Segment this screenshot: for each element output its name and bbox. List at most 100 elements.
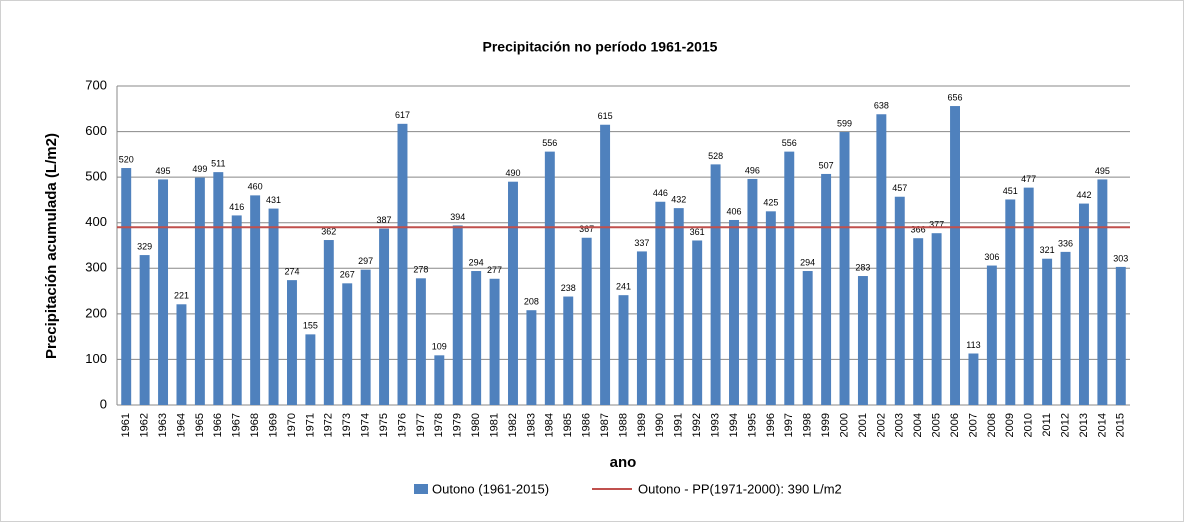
- data-label: 277: [487, 265, 502, 275]
- data-label: 556: [782, 138, 797, 148]
- data-label: 477: [1021, 174, 1036, 184]
- legend-label: Outono - PP(1971-2000): 390 L/m2: [638, 481, 842, 496]
- data-label: 496: [745, 165, 760, 175]
- data-label: 329: [137, 241, 152, 251]
- x-tick-label: 2008: [986, 413, 998, 437]
- data-label: 656: [948, 92, 963, 102]
- bar: [231, 215, 242, 405]
- bar: [765, 211, 776, 405]
- bar: [950, 106, 961, 406]
- x-tick-label: 1986: [581, 413, 593, 437]
- bar: [286, 280, 297, 405]
- y-tick-label: 300: [85, 260, 107, 275]
- x-tick-label: 2006: [949, 413, 961, 437]
- bar: [268, 208, 279, 405]
- bar: [176, 304, 187, 405]
- bar: [139, 255, 150, 405]
- x-tick-label: 1998: [802, 413, 814, 437]
- bar: [857, 276, 868, 405]
- data-label: 490: [505, 168, 520, 178]
- x-tick-label: 1978: [433, 413, 445, 437]
- x-tick-label: 2012: [1059, 413, 1071, 437]
- y-tick-label: 500: [85, 169, 107, 184]
- data-label: 241: [616, 282, 631, 292]
- data-label: 615: [598, 111, 613, 121]
- x-tick-label: 1981: [488, 413, 500, 437]
- bar: [526, 310, 537, 405]
- bar: [913, 238, 924, 405]
- x-tick-label: 1997: [783, 413, 795, 437]
- data-label: 278: [413, 265, 428, 275]
- data-label: 387: [377, 215, 392, 225]
- x-tick-label: 1995: [746, 413, 758, 437]
- legend: Outono (1961-2015) Outono - PP(1971-2000…: [414, 481, 842, 496]
- bar: [692, 240, 703, 405]
- bar: [839, 132, 850, 405]
- legend-label: Outono (1961-2015): [432, 481, 549, 496]
- data-label: 221: [174, 291, 189, 301]
- bar: [213, 172, 224, 405]
- bar: [821, 173, 832, 405]
- data-label: 406: [726, 206, 741, 216]
- bar: [1078, 203, 1089, 405]
- bar: [434, 355, 445, 405]
- data-label: 208: [524, 297, 539, 307]
- legend-swatch: [414, 484, 428, 494]
- x-tick-label: 2011: [1041, 413, 1053, 437]
- x-tick-label: 2002: [875, 413, 887, 437]
- x-tick-label: 1980: [470, 413, 482, 437]
- data-label: 274: [284, 267, 299, 277]
- x-tick-label: 1964: [175, 413, 187, 437]
- bar: [618, 295, 629, 405]
- data-label: 361: [690, 227, 705, 237]
- y-axis-label: Precipitación acumulada (L/m2): [43, 133, 60, 359]
- bar: [1005, 199, 1016, 405]
- data-label: 495: [156, 166, 171, 176]
- x-tick-label: 1965: [194, 413, 206, 437]
- x-tick-label: 1971: [304, 413, 316, 437]
- y-tick-label: 200: [85, 305, 107, 320]
- data-label: 283: [855, 262, 870, 272]
- bar: [968, 353, 979, 405]
- x-tick-label: 1977: [415, 413, 427, 437]
- bar: [876, 114, 887, 406]
- x-tick-label: 1970: [286, 413, 298, 437]
- bar: [158, 179, 169, 405]
- x-tick-label: 1988: [617, 413, 629, 437]
- bar: [194, 177, 205, 405]
- y-tick-label: 600: [85, 123, 107, 138]
- y-tick-label: 100: [85, 351, 107, 366]
- x-tick-label: 1963: [157, 413, 169, 437]
- bar: [250, 195, 261, 405]
- chart-title: Precipitación no período 1961-2015: [483, 39, 718, 55]
- x-tick-label: 1968: [249, 413, 261, 437]
- x-tick-label: 1992: [691, 413, 703, 437]
- x-axis-label: ano: [610, 454, 637, 471]
- x-tick-label: 1976: [396, 413, 408, 437]
- data-label: 638: [874, 101, 889, 111]
- x-tick-label: 1983: [525, 413, 537, 437]
- data-label: 336: [1058, 238, 1073, 248]
- data-label: 520: [119, 154, 134, 164]
- data-label: 362: [321, 226, 336, 236]
- bar: [508, 181, 518, 405]
- x-tick-label: 1984: [544, 413, 556, 437]
- bar: [1060, 251, 1071, 405]
- x-tick-label: 2014: [1096, 413, 1108, 437]
- bar: [636, 251, 647, 405]
- data-label: 267: [340, 270, 355, 280]
- x-tick-label: 2013: [1078, 413, 1090, 437]
- x-tick-label: 1961: [120, 413, 132, 437]
- y-tick-label: 0: [100, 396, 107, 411]
- data-label: 511: [211, 159, 225, 169]
- bar: [747, 178, 758, 405]
- x-tick-label: 1966: [212, 413, 224, 437]
- x-tick-label: 2005: [931, 413, 943, 437]
- y-tick-label: 400: [85, 214, 107, 229]
- data-label: 297: [358, 256, 373, 266]
- data-label: 394: [450, 212, 465, 222]
- data-label: 155: [303, 321, 318, 331]
- data-label: 599: [837, 118, 852, 128]
- data-label: 109: [432, 342, 447, 352]
- data-label: 366: [911, 225, 926, 235]
